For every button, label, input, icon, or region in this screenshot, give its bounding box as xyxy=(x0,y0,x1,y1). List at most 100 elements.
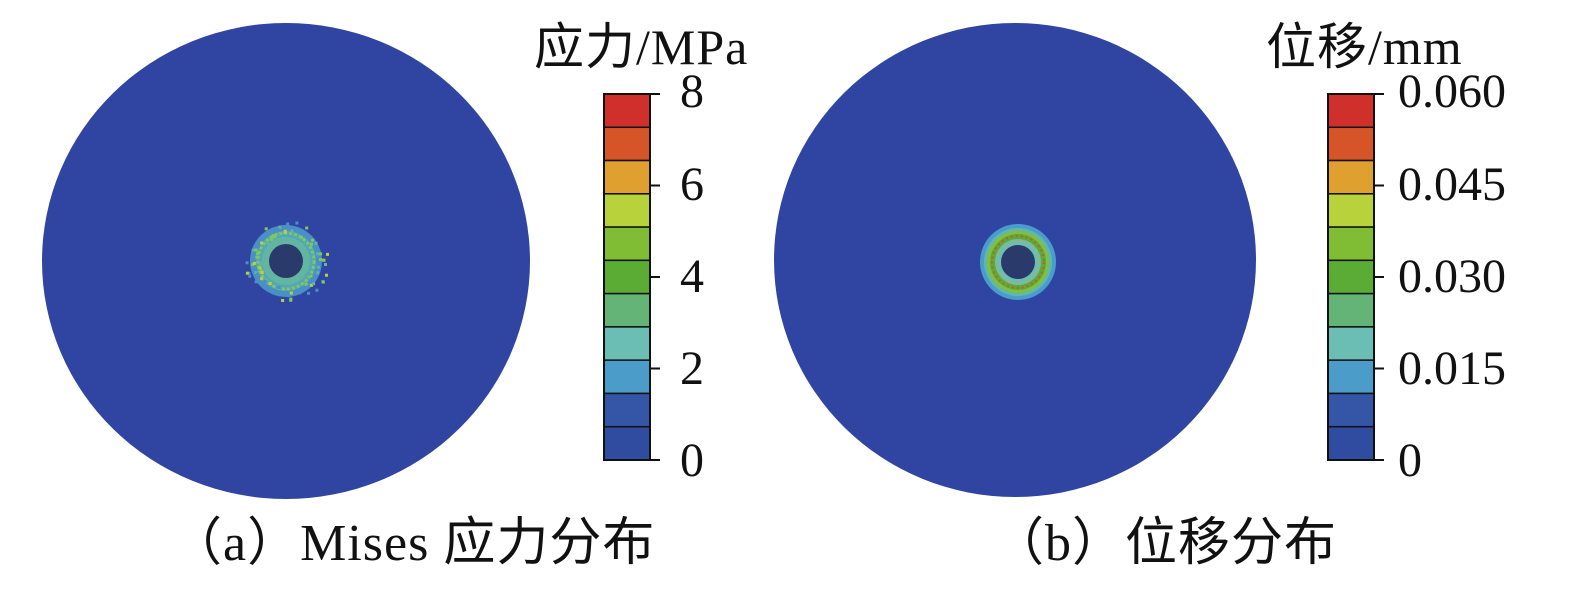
stress-speckle xyxy=(281,299,285,302)
stress-speckle xyxy=(317,262,321,266)
colorbar-tick-label: 0.030 xyxy=(1398,250,1506,303)
colorbar-segment xyxy=(603,93,651,129)
stress-speckle xyxy=(283,229,287,233)
stress-speckle xyxy=(310,283,313,287)
colorbar-segment xyxy=(1327,259,1375,295)
stress-speckle xyxy=(295,221,299,225)
stress-speckle xyxy=(304,282,308,286)
stress-speckle xyxy=(298,291,302,295)
colorbar-segment xyxy=(603,326,651,361)
colorbar-title: 应力/MPa xyxy=(534,19,749,75)
colorbar-tick-label: 4 xyxy=(680,250,704,303)
stress-speckle xyxy=(324,263,327,266)
stress-speckle xyxy=(326,252,329,256)
stress-speckle xyxy=(322,258,326,262)
colorbar-segment xyxy=(1327,425,1375,461)
colorbar-segment xyxy=(1327,126,1375,162)
hole xyxy=(269,244,303,278)
stress-speckle xyxy=(289,298,293,302)
colorbar-segment xyxy=(603,126,651,162)
colorbar-segment xyxy=(1327,159,1375,195)
stress-speckle xyxy=(245,261,249,265)
colorbar-tick-label: 0.015 xyxy=(1398,342,1506,395)
stress-speckle xyxy=(245,271,249,275)
colorbar-segment xyxy=(603,425,651,461)
stress-speckle xyxy=(253,261,256,265)
stress-speckle xyxy=(277,286,281,289)
displacement-contour-disc xyxy=(774,23,1256,497)
caption-b: （b）位移分布 xyxy=(992,515,1338,572)
colorbar-tick-label: 0 xyxy=(1398,434,1422,487)
stress-speckle xyxy=(263,279,267,283)
stress-speckles xyxy=(245,221,329,302)
stress-speckle xyxy=(299,235,303,239)
stress-speckle xyxy=(321,280,325,284)
stress-speckle xyxy=(293,292,296,296)
stress-speckle xyxy=(266,241,270,245)
stress-speckle xyxy=(314,241,318,245)
stress-speckle xyxy=(260,277,264,281)
colorbar-segment xyxy=(1327,226,1375,262)
panel-mises-stress: 应力/MPa 8 6 4 2 0 （a）Mises 应力分布 xyxy=(42,19,749,572)
stress-speckle xyxy=(316,252,319,256)
stress-speckle xyxy=(309,274,313,278)
stress-speckle xyxy=(310,242,313,246)
stress-speckle xyxy=(269,237,273,241)
stress-speckle xyxy=(307,291,311,295)
stress-speckle xyxy=(287,294,291,298)
stress-speckle xyxy=(258,266,262,270)
colorbar-segment xyxy=(603,159,651,195)
stress-speckle xyxy=(319,258,322,261)
colorbar-tick-label: 2 xyxy=(680,342,704,395)
colorbar-segment xyxy=(603,392,651,428)
colorbar-segment xyxy=(603,226,651,262)
colorbar-segment xyxy=(1327,292,1375,328)
stress-speckle xyxy=(254,248,258,252)
colorbar-segment xyxy=(1327,93,1375,129)
colorbar xyxy=(1327,93,1384,461)
stress-speckle xyxy=(289,291,293,295)
stress-speckle xyxy=(255,255,259,259)
stress-speckle xyxy=(285,224,289,228)
stress-speckle xyxy=(247,271,251,275)
colorbar-tick-label: 0.045 xyxy=(1398,158,1506,211)
stress-speckle xyxy=(256,278,260,282)
stress-speckle xyxy=(312,282,316,286)
stress-speckle xyxy=(251,248,255,252)
stress-speckle xyxy=(259,263,262,266)
hole xyxy=(1001,245,1035,279)
stress-speckle xyxy=(325,273,328,277)
colorbar-tick-label: 0.060 xyxy=(1398,65,1506,118)
stress-speckle xyxy=(260,241,264,245)
colorbar-tick-label: 8 xyxy=(680,65,704,118)
stress-speckle xyxy=(316,265,320,269)
stress-speckle xyxy=(254,280,258,284)
stress-speckle xyxy=(278,225,282,229)
colorbar-tick-label: 6 xyxy=(680,158,704,211)
stress-speckle xyxy=(251,263,255,267)
colorbar xyxy=(603,93,660,461)
stress-speckle xyxy=(315,288,319,292)
stress-speckle xyxy=(271,234,275,238)
stress-speckle xyxy=(311,238,314,242)
stress-speckle xyxy=(256,272,260,276)
caption-a: （a）Mises 应力分布 xyxy=(170,515,656,572)
stress-speckle xyxy=(286,222,290,226)
colorbar-title: 位移/mm xyxy=(1266,19,1463,75)
stress-speckle xyxy=(256,251,260,255)
stress-speckle xyxy=(305,226,309,230)
colorbar-segment xyxy=(1327,326,1375,361)
colorbar-segment xyxy=(1327,359,1375,395)
stress-contour-disc xyxy=(42,23,530,499)
stress-speckle xyxy=(319,252,323,256)
panel-displacement: 位移/mm 0.060 0.045 0.030 0.015 0 （b）位移分布 xyxy=(760,0,1575,600)
colorbar-segment xyxy=(1327,193,1375,228)
colorbar-segment xyxy=(1327,392,1375,428)
stress-speckle xyxy=(259,269,263,273)
stress-speckle xyxy=(254,271,258,275)
stress-speckle xyxy=(264,227,268,231)
stress-speckle xyxy=(260,271,264,274)
stress-speckle xyxy=(316,271,320,275)
stress-speckle xyxy=(273,235,277,239)
colorbar-segment xyxy=(603,259,651,295)
